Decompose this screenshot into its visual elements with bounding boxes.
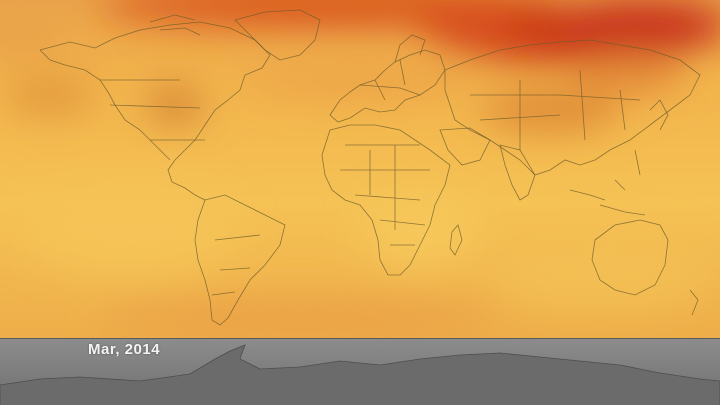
coastlines xyxy=(39,9,701,326)
antarctica-band xyxy=(0,338,720,405)
date-label: Mar, 2014 xyxy=(88,341,161,358)
heat-field xyxy=(0,0,720,338)
antarctica-outline xyxy=(0,344,720,405)
world-heat-map xyxy=(0,0,720,338)
